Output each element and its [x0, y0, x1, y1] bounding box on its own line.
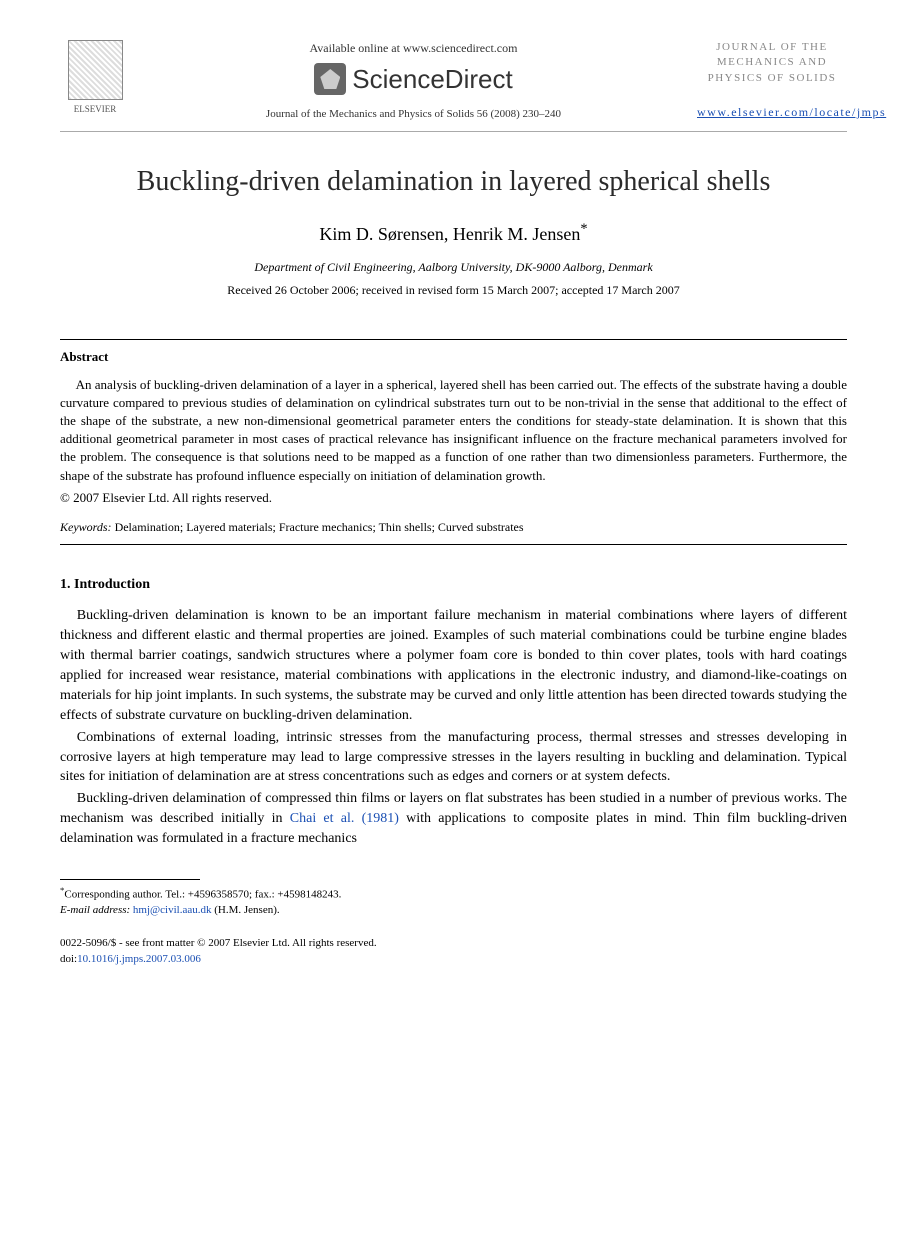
- elsevier-logo: ELSEVIER: [60, 40, 130, 120]
- journal-homepage-link[interactable]: www.elsevier.com/locate/jmps: [697, 104, 847, 121]
- journal-box-line1: JOURNAL OF THE: [697, 40, 847, 55]
- footnote-email-link[interactable]: hmj@civil.aau.dk: [133, 904, 212, 916]
- footnote-email-suffix: (H.M. Jensen).: [211, 904, 279, 916]
- doi-link[interactable]: 10.1016/j.jmps.2007.03.006: [77, 953, 201, 965]
- abstract-text: An analysis of buckling-driven delaminat…: [60, 376, 847, 485]
- article-title: Buckling-driven delamination in layered …: [60, 162, 847, 201]
- header-rule: [60, 131, 847, 132]
- sciencedirect-wordmark: ScienceDirect: [352, 61, 512, 97]
- citation-chai-1981[interactable]: Chai et al. (1981): [290, 811, 399, 826]
- corresponding-footnote: *Corresponding author. Tel.: +4596358570…: [60, 884, 847, 918]
- footer-block: 0022-5096/$ - see front matter © 2007 El…: [60, 936, 847, 967]
- footer-doi-line: doi:10.1016/j.jmps.2007.03.006: [60, 952, 847, 967]
- intro-p1: Buckling-driven delamination is known to…: [60, 606, 847, 725]
- journal-box-line3: PHYSICS OF SOLIDS: [697, 71, 847, 86]
- authors-line: Kim D. Sørensen, Henrik M. Jensen*: [60, 219, 847, 247]
- intro-p2: Combinations of external loading, intrin…: [60, 728, 847, 788]
- footnote-rule: [60, 879, 200, 880]
- journal-reference: Journal of the Mechanics and Physics of …: [130, 107, 697, 122]
- header-center: Available online at www.sciencedirect.co…: [130, 40, 697, 123]
- intro-heading: 1. Introduction: [60, 575, 847, 595]
- keywords-values: Delamination; Layered materials; Fractur…: [112, 520, 524, 534]
- elsevier-label: ELSEVIER: [74, 103, 117, 116]
- corresponding-asterisk-icon: *: [580, 221, 587, 237]
- intro-p3: Buckling-driven delamination of compress…: [60, 789, 847, 849]
- footnote-email-label: E-mail address:: [60, 904, 130, 916]
- abstract-heading: Abstract: [60, 348, 847, 366]
- affiliation: Department of Civil Engineering, Aalborg…: [60, 259, 847, 276]
- available-online-text: Available online at www.sciencedirect.co…: [130, 40, 697, 57]
- sciencedirect-icon: [314, 63, 346, 95]
- abstract-bottom-rule: [60, 544, 847, 545]
- abstract-top-rule: [60, 339, 847, 340]
- article-dates: Received 26 October 2006; received in re…: [60, 282, 847, 299]
- keywords-label: Keywords:: [60, 520, 112, 534]
- abstract-copyright: © 2007 Elsevier Ltd. All rights reserved…: [60, 489, 847, 507]
- header-row: ELSEVIER Available online at www.science…: [60, 40, 847, 123]
- sciencedirect-logo: ScienceDirect: [130, 61, 697, 97]
- doi-label: doi:: [60, 953, 77, 965]
- journal-box-line2: MECHANICS AND: [697, 55, 847, 70]
- keywords-line: Keywords: Delamination; Layered material…: [60, 519, 847, 536]
- footnote-corr-text: Corresponding author. Tel.: +4596358570;…: [64, 889, 341, 901]
- authors-text: Kim D. Sørensen, Henrik M. Jensen: [319, 224, 580, 244]
- footer-front-matter: 0022-5096/$ - see front matter © 2007 El…: [60, 936, 847, 951]
- journal-title-box: JOURNAL OF THE MECHANICS AND PHYSICS OF …: [697, 40, 847, 121]
- elsevier-tree-icon: [68, 40, 123, 100]
